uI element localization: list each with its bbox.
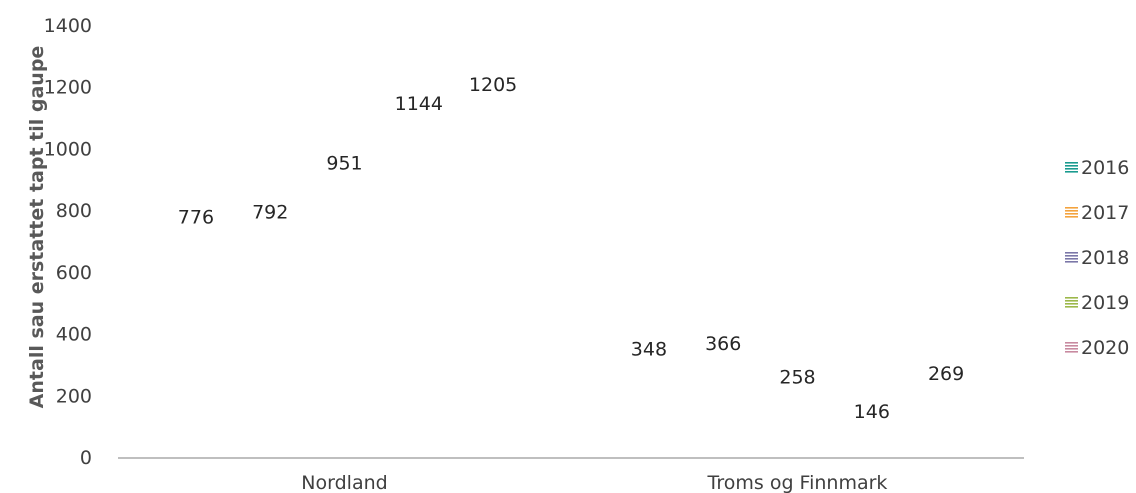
bar [916,374,975,457]
legend-label: 2017 [1081,202,1129,224]
legend-swatch-line [1065,252,1078,254]
data-label: 1144 [395,93,443,115]
y-tick-label: 800 [56,200,92,222]
legend-swatch-line [1065,258,1078,260]
legend-swatch-line [1065,210,1078,212]
data-label: 269 [928,363,964,385]
legend-swatch-line [1065,300,1078,302]
y-tick-label: 1200 [44,77,92,99]
data-label: 951 [326,153,362,175]
legend-label: 2019 [1081,292,1129,314]
legend-swatch [1065,342,1078,353]
y-tick-label: 0 [80,447,92,469]
legend-swatch [1065,162,1078,173]
plot-area: 776 792 951 1144 1205 348 366 258 146 269 [166,74,975,457]
y-tick-label: 400 [56,324,92,346]
bar [768,377,827,457]
legend-swatch [1065,252,1078,263]
bar [693,344,752,457]
legend-swatch-line [1065,168,1078,170]
legend-swatch-line [1065,216,1078,218]
bar [166,218,225,457]
x-category-label: Troms og Finnmark [707,472,888,493]
legend-swatch-line [1065,345,1078,347]
legend-swatch-line [1065,306,1078,308]
bar [463,85,522,457]
x-axis: Nordland Troms og Finnmark [301,472,887,493]
legend-swatch-line [1065,207,1078,209]
x-category-label: Nordland [301,472,387,493]
legend: 2016 2017 2018 2019 2020 [1065,157,1129,359]
legend-swatch-line [1065,255,1078,257]
legend-swatch-line [1065,303,1078,305]
bar [389,104,448,457]
data-label: 146 [854,401,890,423]
data-label: 258 [779,366,815,388]
y-tick-label: 600 [56,262,92,284]
legend-swatch-line [1065,171,1078,173]
y-tick-label: 1400 [44,15,92,37]
y-axis-title: Antall sau erstattet tapt til gaupe [26,46,48,409]
legend-swatch-line [1065,297,1078,299]
data-label: 1205 [469,74,517,96]
legend-swatch-line [1065,165,1078,167]
legend-swatch [1065,297,1078,308]
bar [240,213,299,457]
legend-swatch-line [1065,351,1078,353]
legend-swatch-line [1065,162,1078,164]
legend-label: 2020 [1081,337,1129,359]
legend-swatch [1065,207,1078,218]
bar [315,164,374,457]
legend-swatch-line [1065,213,1078,215]
data-label: 366 [705,333,741,355]
legend-swatch-line [1065,348,1078,350]
data-label: 776 [178,207,214,229]
legend-swatch-line [1065,342,1078,344]
legend-swatch-line [1065,261,1078,263]
legend-label: 2018 [1081,247,1129,269]
y-tick-label: 200 [56,385,92,407]
legend-label: 2016 [1081,157,1129,179]
y-axis: 0 200 400 600 800 1000 1200 1400 [44,15,92,469]
data-label: 348 [631,339,667,361]
bar [619,350,678,457]
y-tick-label: 1000 [44,138,92,160]
data-label: 792 [252,202,288,224]
